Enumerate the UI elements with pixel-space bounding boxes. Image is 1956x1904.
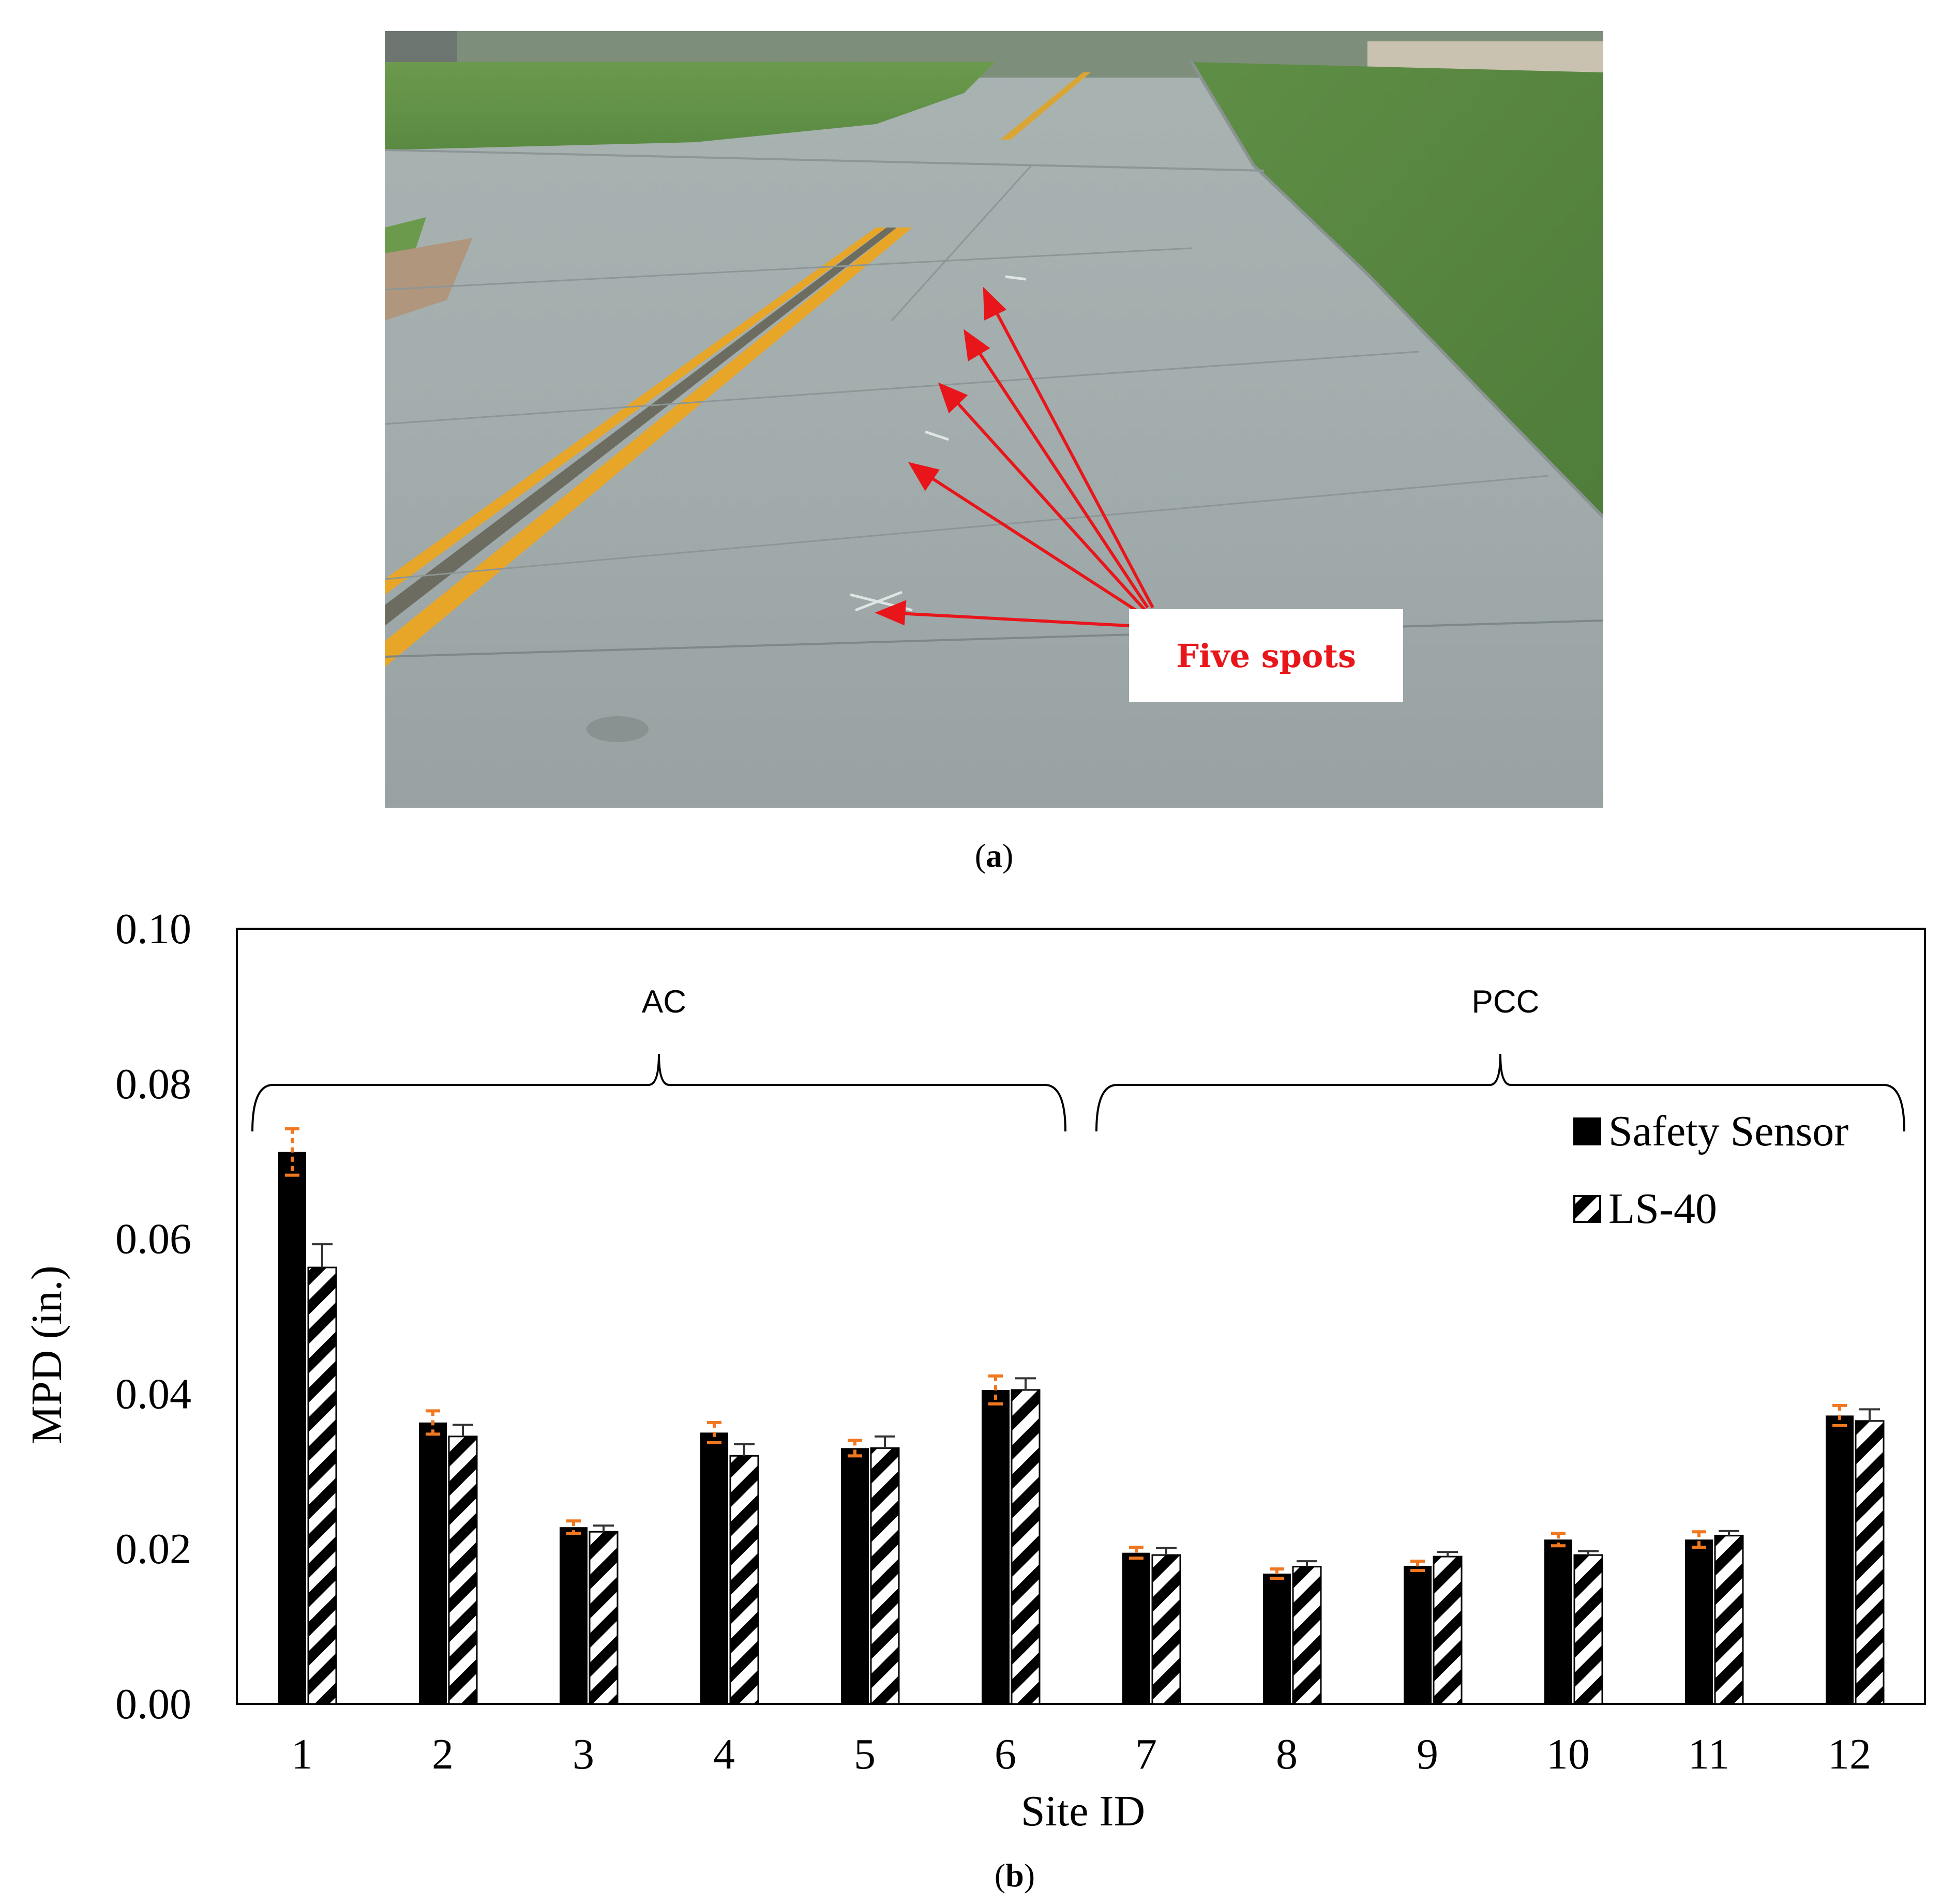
legend-swatch-safety-sensor <box>1573 1117 1601 1145</box>
bar-safety-sensor <box>1122 1552 1150 1704</box>
caption-b: (b) <box>994 1857 1035 1894</box>
bar-safety-sensor <box>560 1527 588 1704</box>
group-label: PCC <box>1472 984 1540 1020</box>
plot-area <box>236 928 1926 1705</box>
x-tick-label: 9 <box>1417 1730 1438 1778</box>
y-tick-label: 0.02 <box>115 1525 191 1573</box>
bar-ls-40 <box>307 1266 337 1705</box>
callout-label: Five spots <box>1176 637 1356 675</box>
x-tick-label: 11 <box>1688 1730 1730 1778</box>
x-tick-label: 10 <box>1546 1730 1590 1778</box>
x-tick-label: 1 <box>291 1730 313 1778</box>
mpd-bar-chart: 0.000.020.040.060.080.10 1 2 3 4 5 6 7 8 9 10 11 12… <box>23 905 1926 1835</box>
y-tick-label: 0.00 <box>115 1680 191 1728</box>
x-axis-title: Site ID <box>1021 1787 1145 1835</box>
y-axis-title: MPD (in.) <box>23 1265 71 1444</box>
road-photo-illustration <box>385 31 1603 808</box>
bar-safety-sensor <box>841 1448 869 1704</box>
bar-safety-sensor <box>1685 1539 1713 1704</box>
callout-arrows <box>875 286 1154 627</box>
legend-label-safety-sensor: Safety Sensor <box>1608 1107 1848 1155</box>
x-tick-label: 5 <box>854 1730 876 1778</box>
callout-box: Five spots <box>1129 609 1403 702</box>
bar-safety-sensor <box>1263 1574 1291 1704</box>
bar-safety-sensor <box>1826 1415 1854 1704</box>
x-tick-label: 7 <box>1135 1730 1157 1778</box>
group-brace <box>251 1053 1066 1132</box>
x-tick-label: 6 <box>995 1730 1016 1778</box>
bar-ls-40 <box>448 1435 478 1705</box>
y-tick-label: 0.08 <box>115 1060 191 1108</box>
legend-label-ls-40: LS-40 <box>1608 1185 1717 1233</box>
group-label: AC <box>642 984 686 1020</box>
bar-safety-sensor <box>278 1152 306 1704</box>
bar-ls-40 <box>729 1455 759 1705</box>
bar-safety-sensor <box>982 1389 1010 1704</box>
legend-swatch-ls-40 <box>1573 1195 1601 1223</box>
bar-safety-sensor <box>1544 1539 1572 1704</box>
caption-a-letter: a <box>986 837 1002 874</box>
y-tick-label: 0.06 <box>115 1215 191 1263</box>
caption-a: (a) <box>974 837 1014 874</box>
bar-ls-40 <box>1011 1389 1041 1705</box>
x-tick-label: 2 <box>432 1730 454 1778</box>
bar-ls-40 <box>1292 1566 1322 1705</box>
bar-ls-40 <box>589 1531 619 1705</box>
caption-b-letter: b <box>1005 1857 1024 1894</box>
bar-ls-40 <box>870 1447 900 1705</box>
road-photo <box>385 31 1603 808</box>
bar-ls-40 <box>1151 1554 1181 1705</box>
bar-ls-40 <box>1714 1535 1744 1705</box>
x-tick-label: 4 <box>713 1730 735 1778</box>
bar-safety-sensor <box>700 1432 728 1704</box>
bar-safety-sensor <box>419 1422 447 1704</box>
x-tick-label: 8 <box>1276 1730 1298 1778</box>
group-brace <box>1095 1053 1905 1132</box>
x-tick-label: 12 <box>1828 1730 1871 1778</box>
bar-safety-sensor <box>1404 1566 1432 1704</box>
x-tick-label: 3 <box>573 1730 594 1778</box>
y-tick-label: 0.10 <box>115 905 191 953</box>
bar-ls-40 <box>1433 1555 1463 1705</box>
y-tick-label: 0.04 <box>115 1370 191 1418</box>
bar-ls-40 <box>1573 1554 1603 1705</box>
bar-ls-40 <box>1855 1420 1885 1705</box>
